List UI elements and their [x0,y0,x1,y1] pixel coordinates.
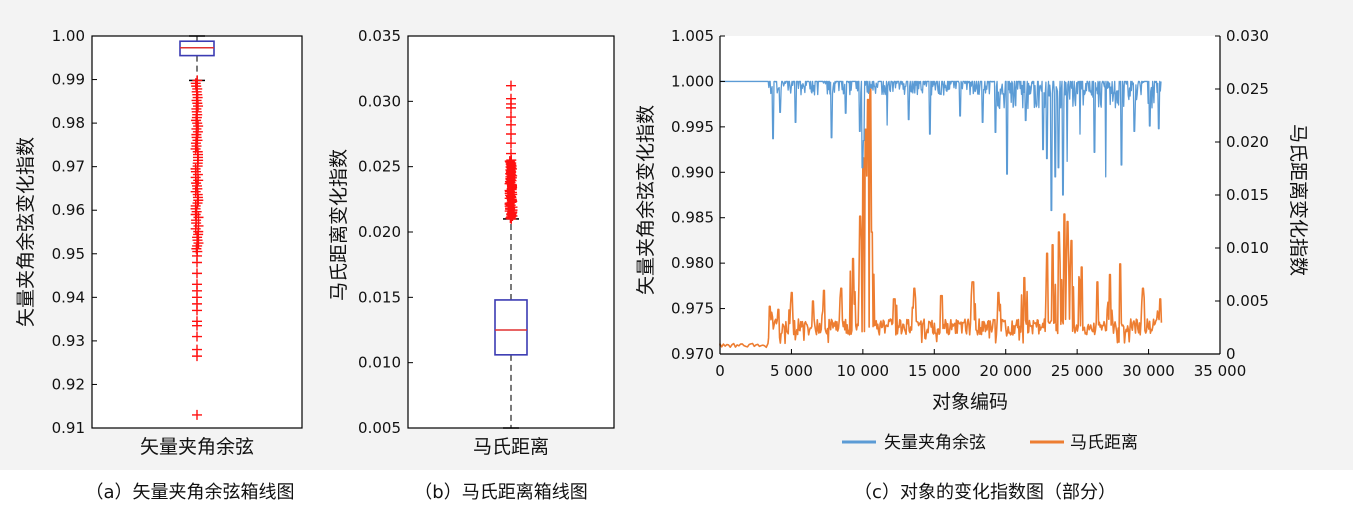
panel-c-y-label-left: 矢量夹角余弦变化指数 [635,105,657,295]
y-tick-label: 0.92 [52,375,85,393]
y-right-tick-label: 0.005 [1226,292,1269,310]
panel-b-category-label: 马氏距离 [473,436,549,458]
y-right-tick-label: 0.025 [1226,80,1269,98]
panel-b-y-axis: 0.005 0.010 0.015 0.020 0.025 0.030 0.035 [358,27,413,437]
panel-c: 0.970 0.975 0.980 0.985 0.990 0.995 1.000 1.005… [635,27,1309,503]
outlier-mark [506,148,516,159]
outlier-mark [192,351,202,362]
y-left-tick-label: 0.995 [671,118,714,136]
panel-a-category-label: 矢量夹角余弦 [140,436,254,458]
y-tick-label: 0.035 [358,27,401,45]
legend-label-cosine: 矢量夹角余弦 [884,433,986,453]
box-iqr [494,299,528,356]
panel-c-legend: 矢量夹角余弦 马氏距离 [842,433,1138,453]
x-tick-label: 5 000 [770,362,813,380]
panel-c-series [719,80,1163,349]
y-tick-label: 0.025 [358,158,401,176]
y-tick-label: 0.030 [358,92,401,110]
legend-label-mahalanobis: 马氏距离 [1070,433,1138,453]
y-tick-label: 0.91 [52,419,85,437]
y-tick-label: 0.005 [358,419,401,437]
outlier-mark [192,75,203,86]
y-right-tick-label: 0.030 [1226,27,1269,45]
panel-b: 0.005 0.010 0.015 0.020 0.025 0.030 0.035 马氏距离… [328,27,615,503]
x-tick-label: 0 [715,362,725,380]
x-tick-label: 25 000 [1051,362,1104,380]
outlier-mark [506,80,516,91]
series-line-mahalanobis [719,88,1163,349]
x-tick-label: 15 000 [908,362,961,380]
outlier-mark [192,409,202,420]
y-tick-label: 0.96 [52,201,85,219]
y-tick-label: 0.97 [52,158,85,176]
outlier-mark [506,129,516,139]
y-tick-label: 0.94 [52,288,85,306]
y-left-tick-label: 0.980 [671,254,714,272]
panel-c-y-label-right: 马氏距离变化指数 [1287,124,1309,276]
outlier-mark [504,156,515,167]
y-tick-label: 0.93 [52,332,85,350]
y-tick-label: 1.00 [52,27,85,45]
panel-c-x-label: 对象编码 [932,391,1008,413]
y-right-tick-label: 0.015 [1226,186,1269,204]
outlier-mark [192,305,202,316]
outlier-mark [506,93,516,104]
y-tick-label: 0.99 [52,71,85,89]
y-tick-label: 0.020 [358,223,401,241]
y-left-tick-label: 0.990 [671,163,714,181]
panel-c-caption: （c）对象的变化指数图（部分） [854,482,1116,503]
panel-a: 0.91 0.92 0.93 0.94 0.95 0.96 0.97 0.98 0.99 1.00… [15,27,303,503]
y-tick-label: 0.98 [52,114,85,132]
y-right-tick-label: 0.010 [1226,239,1269,257]
outlier-mark [506,138,516,149]
panel-a-caption: （a）矢量夹角余弦箱线图 [85,482,294,503]
outlier-mark [192,268,202,279]
panel-c-axes: 0.970 0.975 0.980 0.985 0.990 0.995 1.000 1.005… [671,27,1269,380]
x-tick-label: 35 000 [1194,362,1247,380]
outlier-mark [192,257,202,268]
y-tick-label: 0.015 [358,288,401,306]
panel-a-y-label: 矢量夹角余弦变化指数 [15,137,37,327]
series-line-cosine [719,80,1162,212]
y-left-tick-label: 0.970 [671,345,714,363]
y-tick-label: 0.95 [52,245,85,263]
y-left-tick-label: 0.985 [671,209,714,227]
x-tick-label: 20 000 [979,362,1032,380]
y-left-tick-label: 1.000 [671,72,714,90]
outlier-mark [192,331,202,342]
outlier-mark [506,112,516,123]
y-left-tick-label: 1.005 [671,27,714,45]
y-right-tick-label: 0.020 [1226,133,1269,151]
panel-b-y-label: 马氏距离变化指数 [328,149,350,301]
x-tick-label: 10 000 [837,362,890,380]
y-left-tick-label: 0.975 [671,300,714,318]
panel-b-box [494,80,528,429]
x-tick-label: 30 000 [1122,362,1175,380]
panel-a-y-axis: 0.91 0.92 0.93 0.94 0.95 0.96 0.97 0.98 0.99 1.00 [52,27,97,437]
panel-a-box [179,35,215,420]
outlier-mark [192,320,202,331]
y-right-tick-label: 0 [1226,345,1236,363]
panel-b-caption: （b）马氏距离箱线图 [414,482,587,503]
y-tick-label: 0.010 [358,354,401,372]
